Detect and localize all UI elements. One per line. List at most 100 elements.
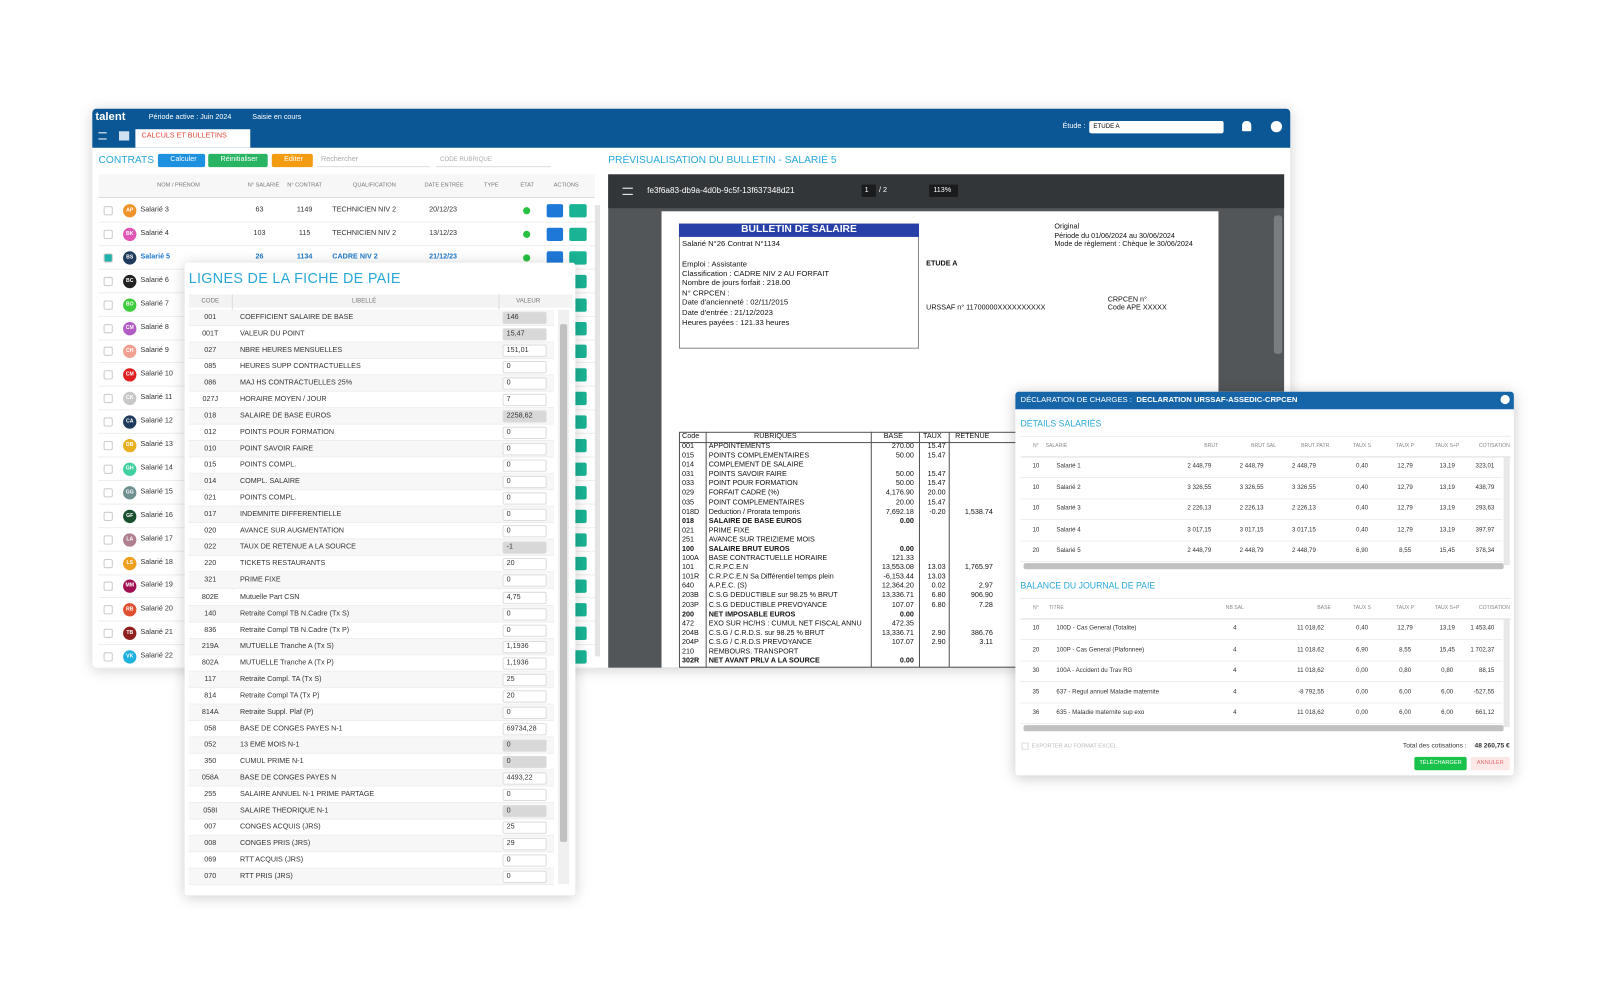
- cell: Salarié 3: [1056, 505, 1081, 512]
- checkbox[interactable]: [103, 323, 113, 333]
- cell: Salarié 5: [1056, 547, 1081, 554]
- line-row: [188, 572, 554, 590]
- value-input[interactable]: [502, 509, 547, 522]
- rubric-label: Deduction / Prorata temporis: [708, 508, 801, 516]
- checkbox[interactable]: [103, 511, 113, 521]
- checkbox[interactable]: [103, 417, 113, 427]
- checkbox[interactable]: [103, 276, 113, 286]
- value-input[interactable]: [502, 443, 547, 456]
- user[interactable]: [1270, 121, 1283, 133]
- action-button[interactable]: [569, 251, 587, 265]
- value-input[interactable]: [502, 722, 547, 736]
- value-input[interactable]: [502, 837, 547, 851]
- code-search[interactable]: [435, 154, 551, 168]
- line-code: 010: [204, 445, 217, 453]
- home-icon[interactable]: [118, 131, 130, 141]
- checkbox[interactable]: [103, 229, 113, 239]
- line-code: 058A: [201, 774, 219, 782]
- button[interactable]: [271, 153, 313, 168]
- cancel-button[interactable]: [1470, 756, 1510, 771]
- line-value: 0: [506, 461, 511, 469]
- rubric-rate: 15.47: [927, 443, 946, 451]
- tab[interactable]: [135, 129, 251, 148]
- checkbox[interactable]: [103, 652, 113, 662]
- value-input[interactable]: [502, 640, 547, 653]
- value-input[interactable]: [502, 492, 547, 505]
- rubric-rate: 6.80: [931, 592, 946, 600]
- checkbox[interactable]: [103, 347, 113, 357]
- line-value: 0: [506, 872, 511, 881]
- viewer-menu[interactable]: [622, 187, 633, 195]
- line-code: 058: [204, 724, 217, 733]
- value-input[interactable]: [502, 344, 547, 357]
- value-input[interactable]: [502, 788, 547, 801]
- period-info: Mode de règlement : Chèque le 30/06/2024: [1054, 241, 1193, 249]
- column-header: TAUX P: [1396, 443, 1415, 450]
- zoom: 113%: [933, 186, 952, 194]
- action-button[interactable]: [569, 227, 587, 241]
- view-button[interactable]: [546, 227, 564, 241]
- cell: 13,19: [1439, 463, 1455, 470]
- checkbox[interactable]: [103, 534, 113, 545]
- checkbox[interactable]: [103, 628, 113, 639]
- export-checkbox[interactable]: [1021, 742, 1029, 750]
- checkbox[interactable]: [103, 487, 113, 498]
- value-input[interactable]: [502, 624, 547, 637]
- close-button[interactable]: [1500, 394, 1510, 405]
- action-button[interactable]: [569, 204, 587, 218]
- value-input[interactable]: [502, 558, 547, 571]
- search[interactable]: [316, 154, 430, 168]
- value-input[interactable]: [502, 459, 547, 473]
- column-header: BRUT PATR.: [1301, 443, 1331, 450]
- line-value: 0: [506, 708, 511, 716]
- line-label: RTT PRIS (JRS): [239, 872, 293, 881]
- rubric-base: 121.33: [891, 554, 914, 563]
- value-input[interactable]: [502, 591, 547, 604]
- value-input[interactable]: [502, 361, 547, 374]
- checkbox[interactable]: [103, 206, 113, 216]
- checkbox[interactable]: [103, 464, 113, 474]
- employee-name: Salarié 4: [140, 229, 169, 237]
- checkbox[interactable]: [103, 441, 113, 451]
- checkbox[interactable]: [103, 605, 113, 615]
- value-input[interactable]: [502, 821, 547, 834]
- value-input[interactable]: [502, 574, 547, 588]
- employee-name: Salarié 19: [140, 581, 173, 590]
- checkbox[interactable]: [103, 300, 113, 310]
- line-value: 0: [506, 527, 511, 535]
- rubric-label: NET AVANT PRLV A LA SOURCE: [708, 657, 820, 665]
- button[interactable]: [157, 153, 206, 168]
- download-button[interactable]: [1414, 756, 1467, 771]
- column-rule: [918, 431, 920, 668]
- menu-icon[interactable]: [98, 132, 107, 140]
- view-button[interactable]: [546, 251, 564, 265]
- checkbox[interactable]: [103, 581, 113, 592]
- checkbox[interactable]: [103, 253, 113, 263]
- study-select[interactable]: [1089, 121, 1224, 134]
- cell: 438,79: [1475, 484, 1495, 491]
- value-input[interactable]: [502, 772, 547, 785]
- checkbox[interactable]: [103, 370, 113, 380]
- value-input[interactable]: [502, 689, 547, 703]
- bell[interactable]: [1242, 121, 1252, 132]
- checkbox[interactable]: [103, 394, 113, 404]
- column-header: ÉTAT: [520, 182, 534, 189]
- button[interactable]: [208, 153, 268, 168]
- value-input[interactable]: [502, 854, 547, 867]
- line-row: [188, 622, 554, 639]
- value-input[interactable]: [502, 476, 547, 489]
- line-code: 140: [204, 609, 217, 617]
- value-input[interactable]: [502, 657, 547, 670]
- line-label: COEFFICIENT SALAIRE DE BASE: [239, 313, 354, 322]
- line-value: 1,1936: [506, 642, 529, 650]
- value-input[interactable]: [502, 870, 547, 884]
- value-input[interactable]: [502, 673, 547, 686]
- checkbox[interactable]: [103, 558, 113, 568]
- value-input[interactable]: [502, 377, 547, 390]
- view-button[interactable]: [546, 204, 564, 218]
- value-input[interactable]: [502, 426, 547, 440]
- value-input[interactable]: [502, 607, 547, 621]
- value-input[interactable]: [502, 525, 547, 538]
- value-input[interactable]: [502, 706, 547, 719]
- value-input[interactable]: [502, 393, 547, 407]
